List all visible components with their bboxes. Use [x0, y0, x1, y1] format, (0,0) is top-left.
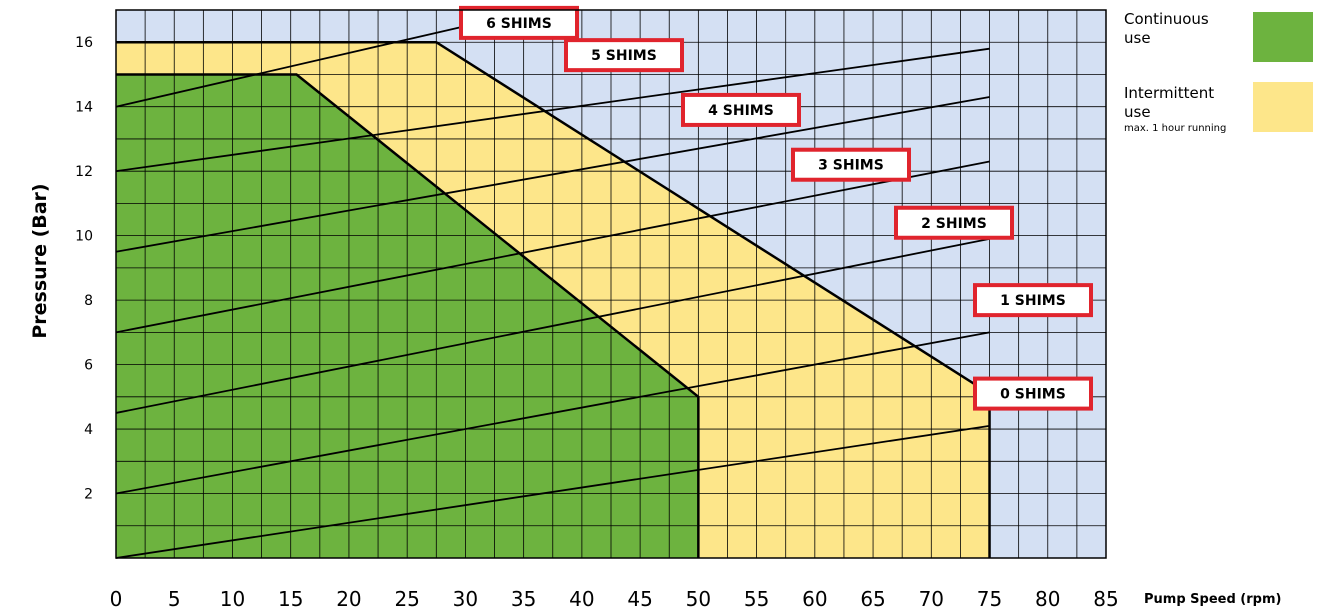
x-tick-label: 5: [168, 587, 181, 611]
x-tick-label: 40: [569, 587, 594, 611]
shim-label-text: 5 SHIMS: [591, 48, 657, 64]
y-tick-label: 4: [84, 422, 93, 438]
shim-label-3-shims: 3 SHIMS: [791, 147, 911, 182]
x-tick-label: 20: [336, 587, 361, 611]
shim-label-text: 3 SHIMS: [818, 158, 884, 174]
legend-continuous-swatch: [1253, 12, 1313, 62]
y-tick-label: 10: [75, 229, 93, 245]
x-tick-label: 15: [278, 587, 303, 611]
x-tick-label: 45: [627, 587, 652, 611]
shim-label-box: [894, 205, 1014, 240]
shim-label-box: [459, 5, 579, 40]
y-tick-label: 2: [84, 487, 93, 503]
series-line-3-shims: [115, 160, 990, 334]
series-line-5-shims: [115, 47, 990, 173]
shim-label-box: [681, 92, 801, 127]
shim-labels: 6 SHIMS 5 SHIMS 4 SHIMS 3 SHIMS 2 SHIMS 1 SHI…: [459, 5, 1093, 411]
y-tick-label: 14: [75, 100, 93, 116]
shim-label-box: [791, 147, 911, 182]
x-tick-label: 10: [220, 587, 245, 611]
y-axis-label: Pressure (Bar): [29, 183, 51, 339]
shim-label-box: [973, 376, 1093, 411]
shim-label-text: 0 SHIMS: [1000, 387, 1066, 403]
shim-label-box: [973, 283, 1093, 318]
shim-label-1-shims: 1 SHIMS: [973, 283, 1093, 318]
x-tick-label: 60: [802, 587, 827, 611]
series-line-1-shims: [115, 331, 990, 495]
boundary-intermittent-use: [116, 40, 991, 558]
y-tick-label: 12: [75, 164, 93, 180]
x-tick-label: 80: [1035, 587, 1060, 611]
y-tick-label: 16: [75, 35, 93, 51]
legend-intermittent-label: Intermittent use: [1124, 84, 1215, 121]
series-line-4-shims: [115, 96, 990, 253]
legend-continuous-label: Continuous use: [1124, 10, 1209, 47]
shim-label-2-shims: 2 SHIMS: [894, 205, 1014, 240]
x-tick-label: 35: [511, 587, 536, 611]
legend-intermittent-swatch: [1253, 82, 1313, 132]
x-tick-label: 50: [686, 587, 711, 611]
shim-label-text: 2 SHIMS: [921, 216, 987, 232]
x-tick-label: 25: [394, 587, 419, 611]
x-tick-label: 70: [919, 587, 944, 611]
series-line-6-shims: [115, 25, 466, 108]
shim-label-4-shims: 4 SHIMS: [681, 92, 801, 127]
shim-label-5-shims: 5 SHIMS: [564, 38, 684, 73]
shim-label-text: 1 SHIMS: [1000, 293, 1066, 309]
series-line-2-shims: [115, 237, 990, 414]
shim-label-text: 4 SHIMS: [708, 103, 774, 119]
legend-intermittent-note: max. 1 hour running: [1124, 123, 1227, 134]
shim-label-6-shims: 6 SHIMS: [459, 5, 579, 40]
shim-label-text: 6 SHIMS: [486, 16, 552, 32]
x-axis-label: Pump Speed (rpm): [1144, 592, 1282, 607]
x-tick-label: 85: [1093, 587, 1118, 611]
x-tick-label: 0: [110, 587, 123, 611]
region-boundaries: [116, 40, 991, 558]
plot-frame: [115, 9, 1107, 559]
shim-label-0-shims: 0 SHIMS: [973, 376, 1093, 411]
x-tick-label: 55: [744, 587, 769, 611]
x-tick-label: 75: [977, 587, 1002, 611]
x-tick-label: 65: [860, 587, 885, 611]
y-tick-labels: 2 4 6 8 10 12 14 16: [75, 35, 93, 502]
shim-label-box: [564, 38, 684, 73]
x-tick-label: 30: [453, 587, 478, 611]
y-tick-label: 6: [84, 358, 93, 374]
x-tick-labels: 0 5 10 15 20 25 30 35 40 45 50 55 60 65 70 75 80 85: [110, 587, 1119, 611]
series-line-0-shims: [115, 424, 990, 559]
shim-lines: [115, 25, 990, 559]
y-tick-label: 8: [84, 293, 93, 309]
boundary-continuous-use: [116, 73, 700, 558]
